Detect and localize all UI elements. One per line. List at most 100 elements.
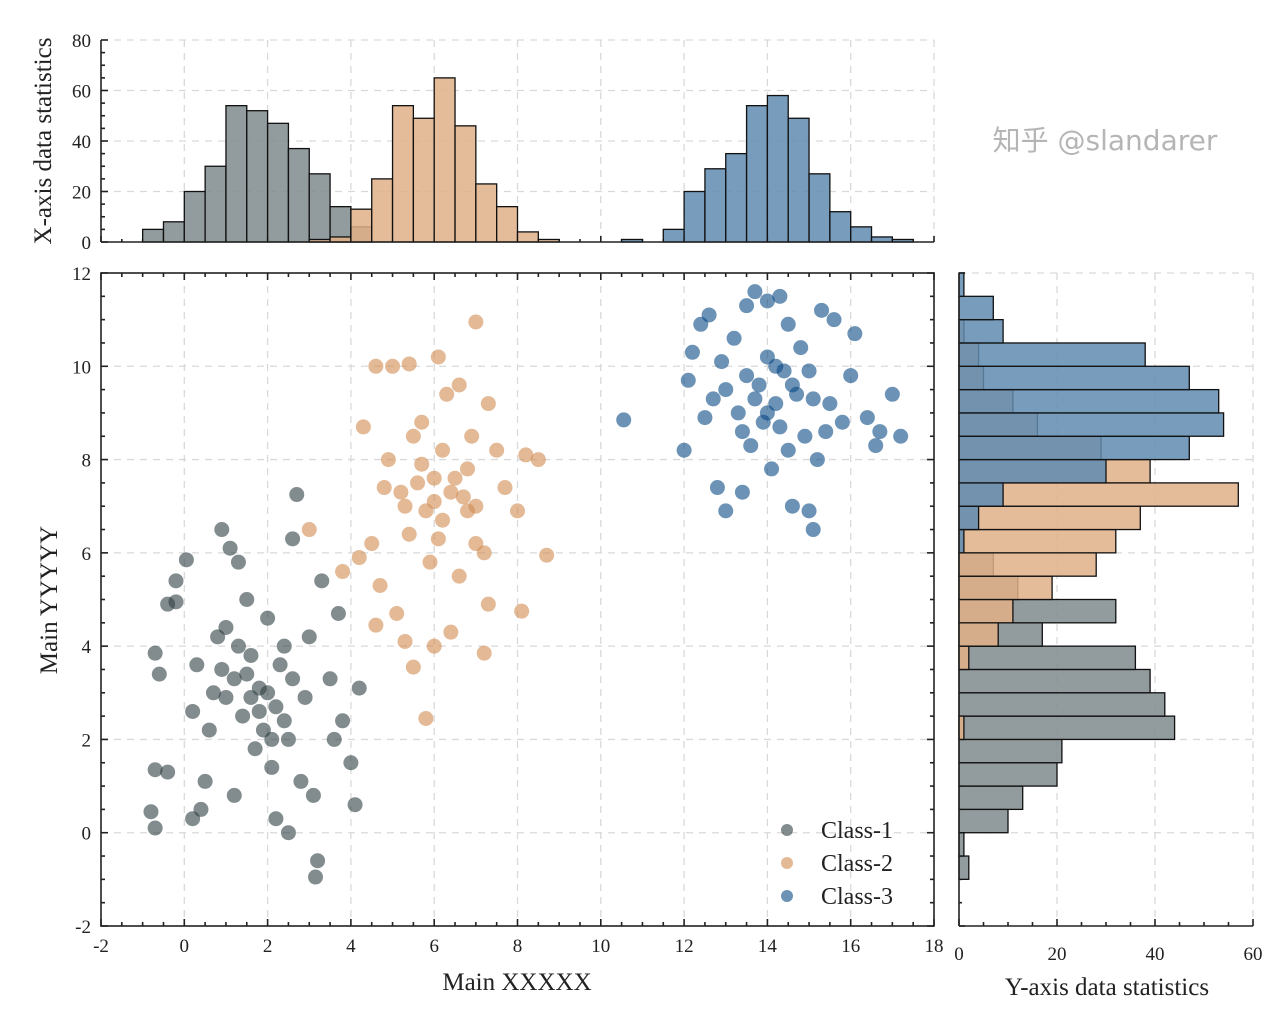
scatter-point-class-1	[264, 759, 280, 775]
scatter-point-class-2	[451, 377, 467, 393]
scatter-point-class-1	[272, 657, 288, 673]
scatter-point-class-1	[197, 773, 213, 789]
scatter-point-class-2	[426, 470, 442, 486]
scatter-point-class-3	[859, 410, 875, 426]
scatter-point-class-1	[214, 522, 230, 538]
scatter-point-class-1	[218, 619, 234, 635]
scatter-point-class-3	[893, 428, 909, 444]
x-tick-label: 0	[180, 936, 190, 957]
scatter-point-class-2	[435, 442, 451, 458]
scatter-point-class-3	[868, 438, 884, 454]
scatter-point-class-2	[435, 512, 451, 528]
hist-bar-class-1	[246, 110, 269, 243]
hist-bar-class-3	[745, 105, 769, 243]
scatter-point-class-3	[801, 363, 817, 379]
main-x-label: Main XXXXX	[442, 969, 591, 996]
scatter-point-class-1	[285, 671, 301, 687]
scatter-point-class-3	[676, 442, 692, 458]
scatter-point-class-1	[178, 552, 194, 568]
hist-bar-class-1	[204, 165, 227, 243]
scatter-point-class-3	[780, 316, 796, 332]
scatter-point-class-3	[734, 484, 750, 500]
hist-bar-class-2	[958, 598, 1014, 624]
scatter-point-class-1	[189, 657, 205, 673]
y-tick-label: 12	[72, 264, 91, 285]
scatter-point-class-1	[347, 797, 363, 813]
hist-bar-class-3	[958, 482, 1004, 507]
y-tick-label: 6	[82, 544, 92, 565]
scatter-point-class-2	[376, 480, 392, 496]
scatter-point-class-1	[289, 487, 305, 503]
x-tick-label: 16	[841, 936, 860, 957]
scatter-point-class-3	[714, 354, 730, 370]
y-tick-label: 2	[82, 730, 92, 751]
scatter-point-class-2	[455, 489, 471, 505]
scatter-point-class-2	[301, 522, 317, 538]
scatter-point-class-1	[239, 592, 255, 607]
legend-label-class-3: Class-3	[821, 884, 893, 910]
hist-bar-class-3	[958, 295, 994, 321]
x-tick-label: 12	[675, 936, 694, 957]
scatter-point-class-3	[843, 368, 859, 384]
scatter-point-class-3	[684, 344, 700, 360]
hist-bar-class-2	[958, 622, 999, 647]
y-tick-label: -2	[75, 917, 91, 938]
hist-bar-class-1	[958, 738, 1063, 764]
scatter-point-class-2	[418, 503, 434, 519]
scatter-point-class-3	[834, 414, 850, 430]
scatter-point-class-3	[751, 377, 767, 393]
scatter-point-class-2	[335, 564, 351, 580]
scatter-point-class-3	[772, 419, 788, 435]
x-tick-label: 6	[429, 936, 439, 957]
scatter-point-class-3	[730, 405, 746, 421]
scatter-point-class-2	[405, 659, 421, 675]
main-axes-frame	[100, 272, 935, 927]
scatter-point-class-2	[443, 624, 459, 640]
scatter-point-class-1	[293, 773, 309, 789]
legend-label-class-1: Class-1	[821, 818, 893, 844]
right-hist-x-label: Y-axis data statistics	[1005, 974, 1209, 1001]
scatter-point-class-1	[239, 666, 255, 682]
main-scatter: -2 0 2 4 6 8 10 12 14 16 18 -2 0 2 4 6 8 10 12	[72, 264, 944, 957]
hist-bar-class-3	[808, 173, 831, 243]
hist-bar-class-3	[725, 152, 748, 243]
scatter-point-class-3	[680, 372, 696, 388]
hist-bar-class-1	[958, 668, 1151, 694]
scatter-point-class-2	[401, 526, 417, 542]
legend-marker-class-3	[781, 890, 793, 902]
scatter-point-class-1	[285, 531, 301, 547]
scatter-point-class-3	[734, 424, 750, 440]
right-histogram: 0 20 40 60	[954, 272, 1263, 965]
scatter-point-class-2	[497, 480, 513, 496]
scatter-point-class-2	[476, 545, 492, 561]
x-tick-label: 14	[758, 936, 778, 957]
watermark: 知乎 @slandarer	[993, 124, 1218, 157]
scatter-point-class-2	[422, 554, 438, 570]
scatter-point-class-2	[539, 547, 555, 563]
scatter-point-class-3	[847, 326, 863, 342]
scatter-point-class-2	[355, 419, 371, 435]
scatter-point-class-2	[426, 638, 442, 654]
hist-bar-class-3	[958, 388, 1220, 414]
scatter-point-class-3	[739, 298, 755, 314]
hist-bar-class-2	[371, 178, 394, 243]
scatter-point-class-2	[410, 475, 426, 491]
scatter-point-class-2	[480, 596, 496, 612]
scatter-point-class-2	[443, 484, 459, 500]
scatter-point-class-3	[616, 412, 632, 428]
scatter-point-class-1	[218, 689, 234, 705]
scatter-point-class-1	[243, 647, 259, 663]
x-tick-label: 8	[513, 936, 523, 957]
scatter-point-class-1	[280, 731, 296, 747]
hist-bar-class-1	[958, 692, 1166, 717]
scatter-point-class-1	[351, 680, 367, 696]
scatter-point-class-2	[447, 470, 463, 486]
scatter-point-class-1	[201, 722, 217, 738]
hist-bar-class-2	[412, 117, 435, 243]
scatter-point-class-1	[301, 629, 317, 645]
x-tick-label: 60	[1244, 944, 1263, 965]
hist-bar-class-3	[958, 505, 980, 531]
scatter-point-class-1	[193, 801, 209, 817]
scatter-point-class-2	[380, 452, 396, 468]
